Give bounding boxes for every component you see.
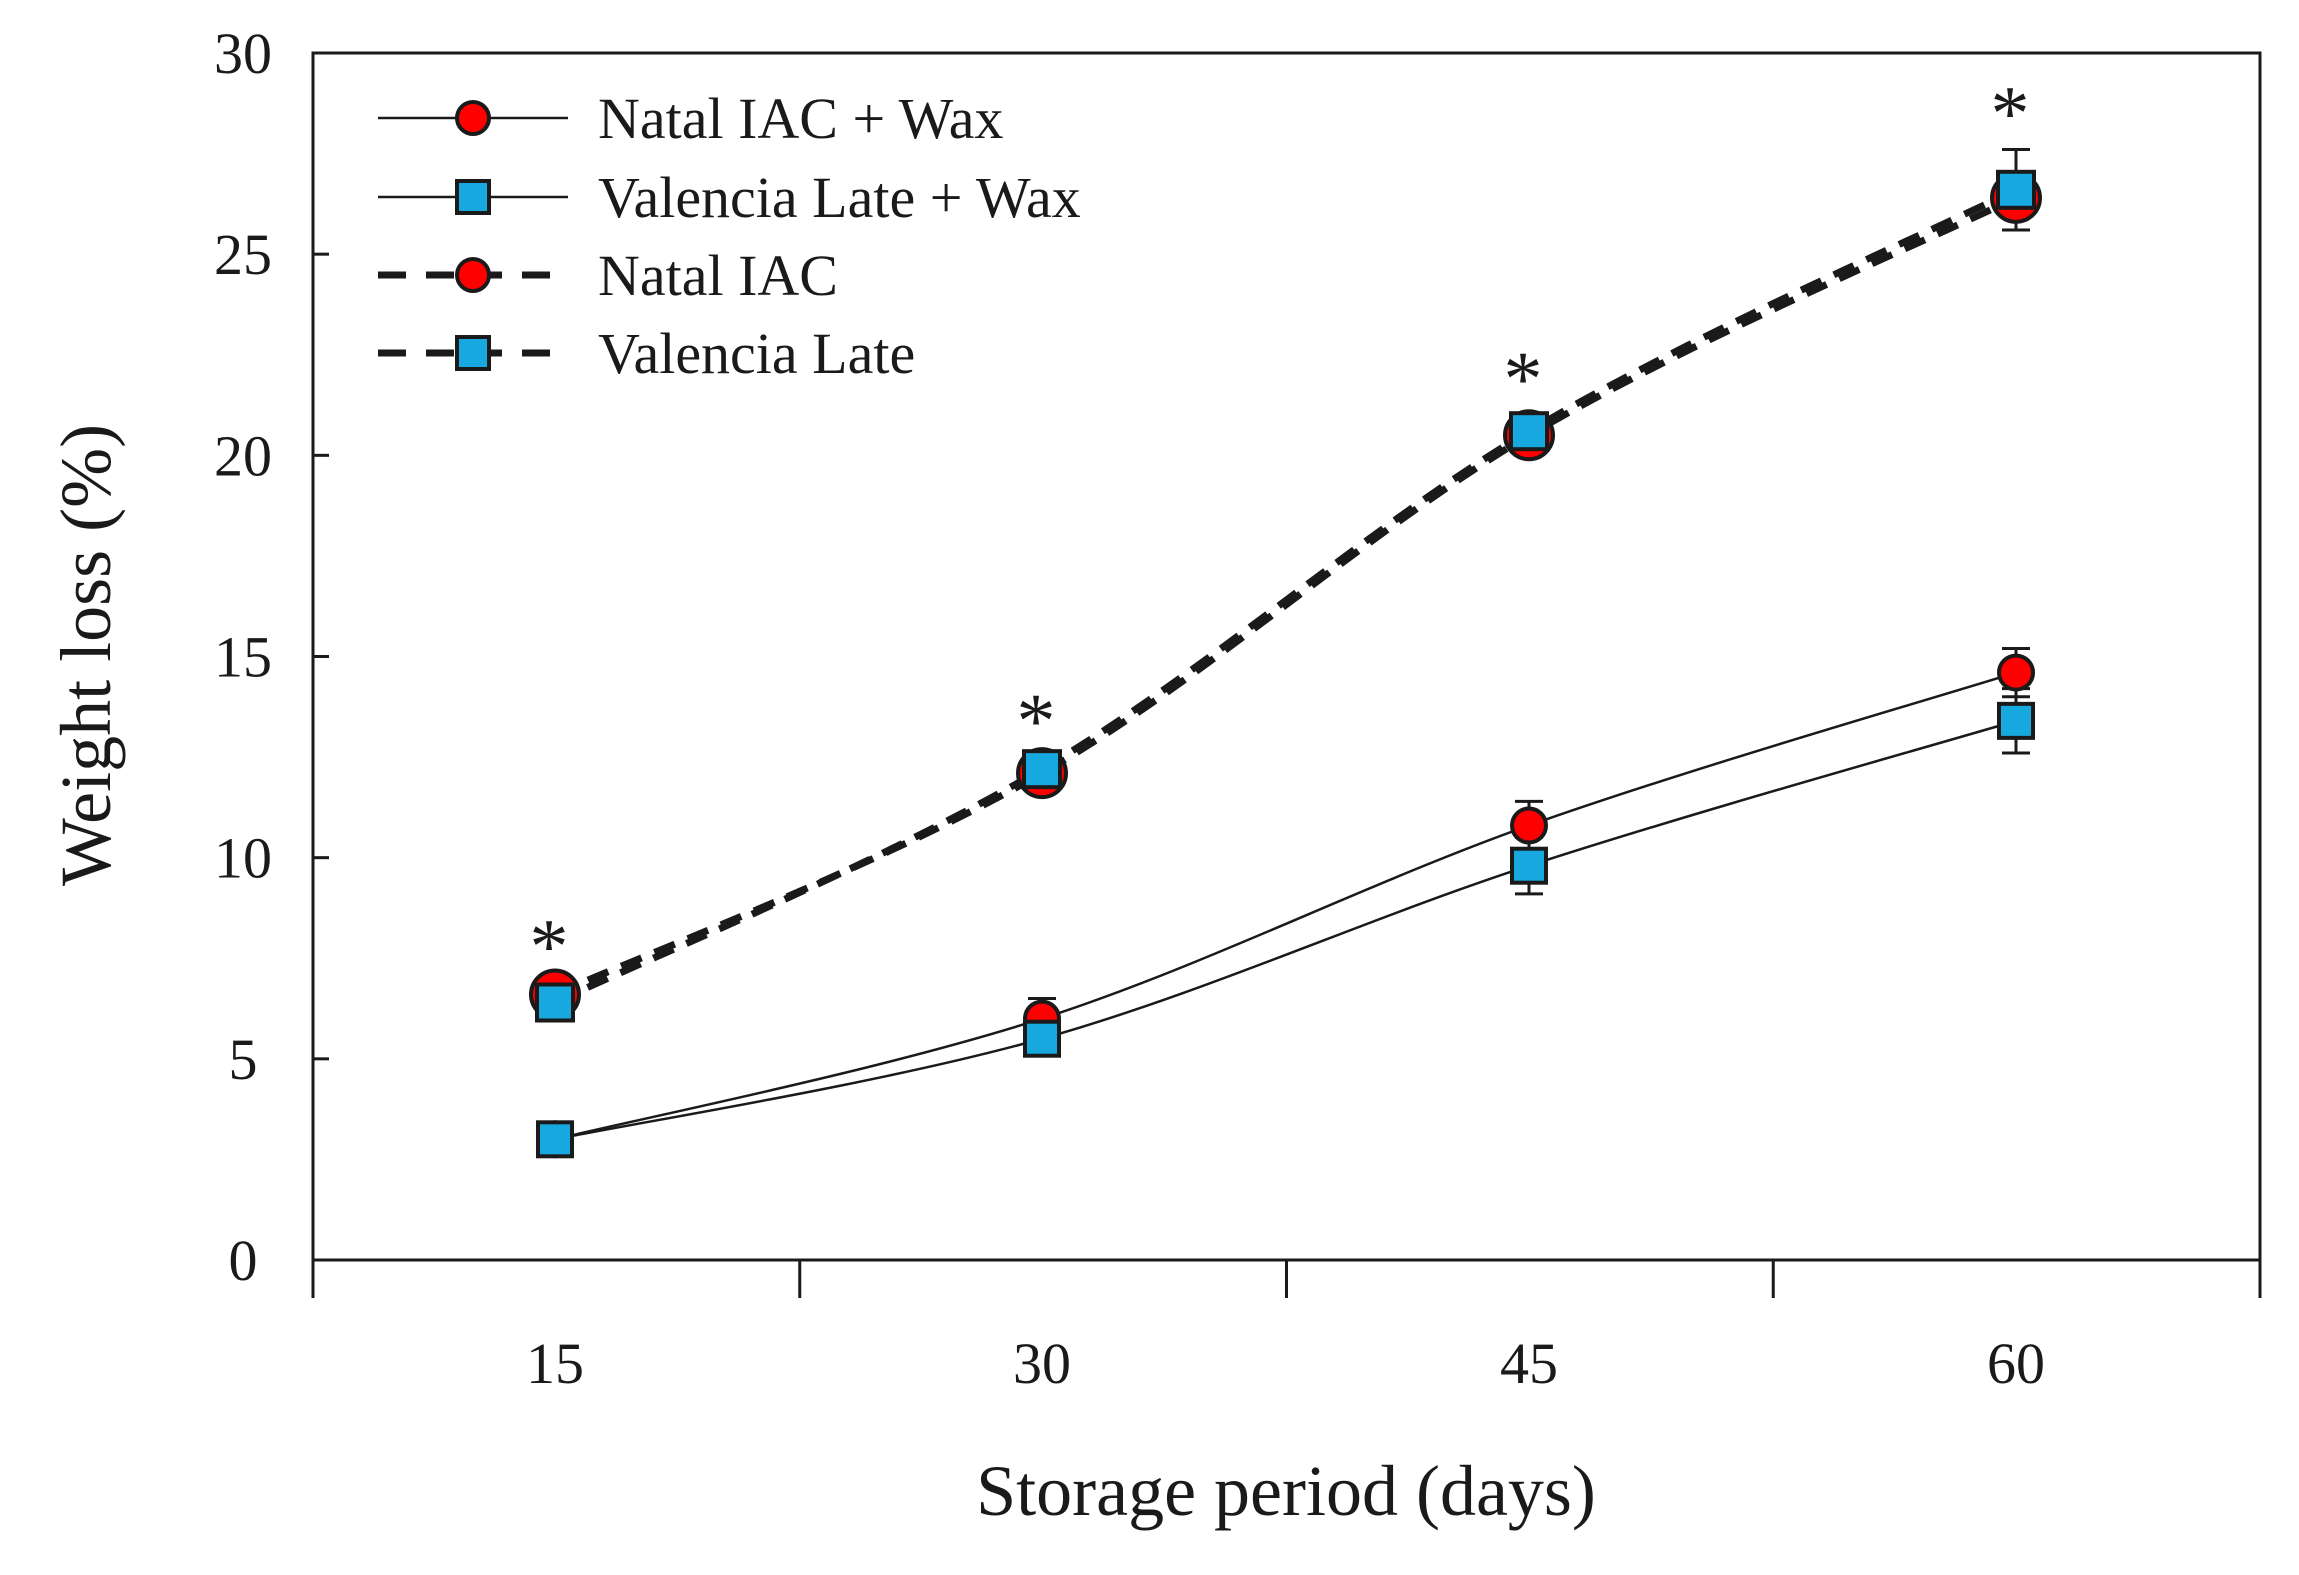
legend-item: Natal IAC	[378, 243, 838, 308]
x-axis-title: Storage period (days)	[976, 1451, 1596, 1531]
plot-frame	[311, 51, 2262, 1262]
y-tick-label: 0	[229, 1228, 258, 1293]
legend-marker	[455, 179, 491, 215]
legend-label: Natal IAC	[598, 243, 838, 308]
legend-label: Valencia Late	[598, 321, 915, 386]
data-point-series-4	[1996, 169, 2036, 210]
y-tick-label: 30	[214, 21, 272, 86]
significance-mark: *	[530, 902, 569, 989]
y-tick-label: 15	[214, 625, 272, 690]
data-point-series-4	[535, 982, 575, 1023]
y-tick-label: 20	[214, 423, 272, 488]
significance-mark: *	[1991, 70, 2030, 157]
x-tick-label: 15	[526, 1331, 584, 1396]
legend-marker	[455, 100, 491, 136]
x-tick-label: 60	[1987, 1331, 2045, 1396]
data-point-series-2	[1997, 701, 2035, 740]
x-axis: 15 30 45 60	[311, 1260, 2262, 1396]
data-point-series-2	[536, 1120, 574, 1159]
significance-mark: *	[1017, 677, 1056, 764]
series-line-2	[554, 719, 2017, 1141]
data-point-series-4	[1509, 411, 1549, 452]
legend-item: Natal IAC + Wax	[378, 86, 1004, 151]
y-axis: 0 5 10 15 20 25 30	[214, 21, 329, 1293]
legend-marker	[455, 335, 491, 371]
x-tick-label: 30	[1013, 1331, 1071, 1396]
series-line-1	[554, 671, 2017, 1141]
series-line-3	[553, 194, 2018, 998]
data-point-series-4	[1022, 749, 1062, 790]
legend-marker	[455, 257, 491, 293]
data-point-series-2	[1023, 1019, 1061, 1058]
legend-item: Valencia Late + Wax	[378, 165, 1081, 230]
significance-mark: *	[1504, 335, 1543, 422]
y-tick-label: 5	[229, 1027, 258, 1092]
data-point-series-1	[1997, 653, 2035, 692]
legend-label: Valencia Late + Wax	[598, 165, 1081, 230]
y-axis-title: Weight loss (%)	[46, 424, 126, 886]
y-tick-label: 10	[214, 826, 272, 891]
data-point-series-2	[1510, 846, 1548, 885]
legend: Natal IAC + Wax Valencia Late + Wax Natal …	[378, 86, 1081, 386]
x-tick-label: 45	[1500, 1331, 1558, 1396]
legend-item: Valencia Late	[378, 321, 915, 386]
annotation-layer: * * * *	[530, 70, 2030, 990]
series-line-4	[553, 186, 2018, 1006]
data-point-series-1	[1510, 806, 1548, 845]
series-layer	[529, 148, 2042, 1159]
y-tick-label: 25	[214, 222, 272, 287]
legend-label: Natal IAC + Wax	[598, 86, 1004, 151]
